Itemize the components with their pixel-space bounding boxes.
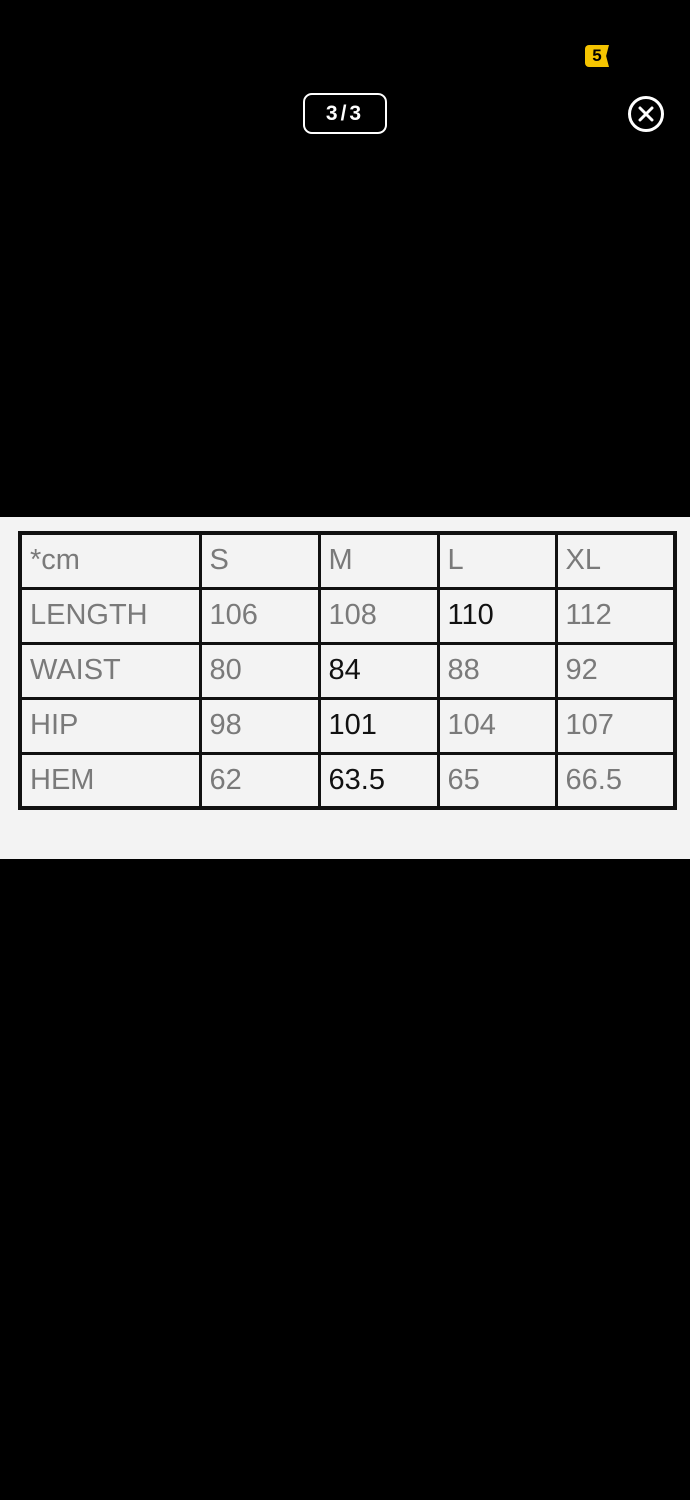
close-button[interactable] — [628, 96, 664, 132]
size-table: *cm S M L XL LENGTH 106 108 110 112 WAIST 80 84 88 92 H… — [18, 531, 677, 810]
table-cell: 92 — [554, 641, 677, 700]
table-cell: XL — [554, 531, 677, 590]
table-cell: 108 — [317, 586, 440, 645]
table-cell: 65 — [436, 751, 558, 810]
table-cell: 110 — [436, 586, 558, 645]
table-cell: 62 — [198, 751, 321, 810]
table-cell: 106 — [198, 586, 321, 645]
close-icon — [638, 106, 654, 122]
table-row: LENGTH 106 108 110 112 — [18, 586, 677, 645]
table-cell: *cm — [18, 531, 202, 590]
table-cell: 80 — [198, 641, 321, 700]
table-cell: 98 — [198, 696, 321, 755]
table-cell: M — [317, 531, 440, 590]
table-cell: S — [198, 531, 321, 590]
table-header-row: *cm S M L XL — [18, 531, 677, 590]
table-cell: 107 — [554, 696, 677, 755]
table-cell: HIP — [18, 696, 202, 755]
table-cell: 66.5 — [554, 751, 677, 810]
table-cell: L — [436, 531, 558, 590]
table-row: HEM 62 63.5 65 66.5 — [18, 751, 677, 810]
table-cell: 104 — [436, 696, 558, 755]
table-cell: WAIST — [18, 641, 202, 700]
table-cell: LENGTH — [18, 586, 202, 645]
table-cell: 101 — [317, 696, 440, 755]
table-cell: 84 — [317, 641, 440, 700]
table-cell: 63.5 — [317, 751, 440, 810]
table-cell: 112 — [554, 586, 677, 645]
table-cell: 88 — [436, 641, 558, 700]
table-cell: HEM — [18, 751, 202, 810]
table-row: HIP 98 101 104 107 — [18, 696, 677, 755]
size-chart-image: *cm S M L XL LENGTH 106 108 110 112 WAIST 80 84 88 92 H… — [0, 517, 690, 859]
table-row: WAIST 80 84 88 92 — [18, 641, 677, 700]
notification-badge: 5 — [585, 45, 609, 67]
image-counter: 3/3 — [303, 93, 387, 134]
